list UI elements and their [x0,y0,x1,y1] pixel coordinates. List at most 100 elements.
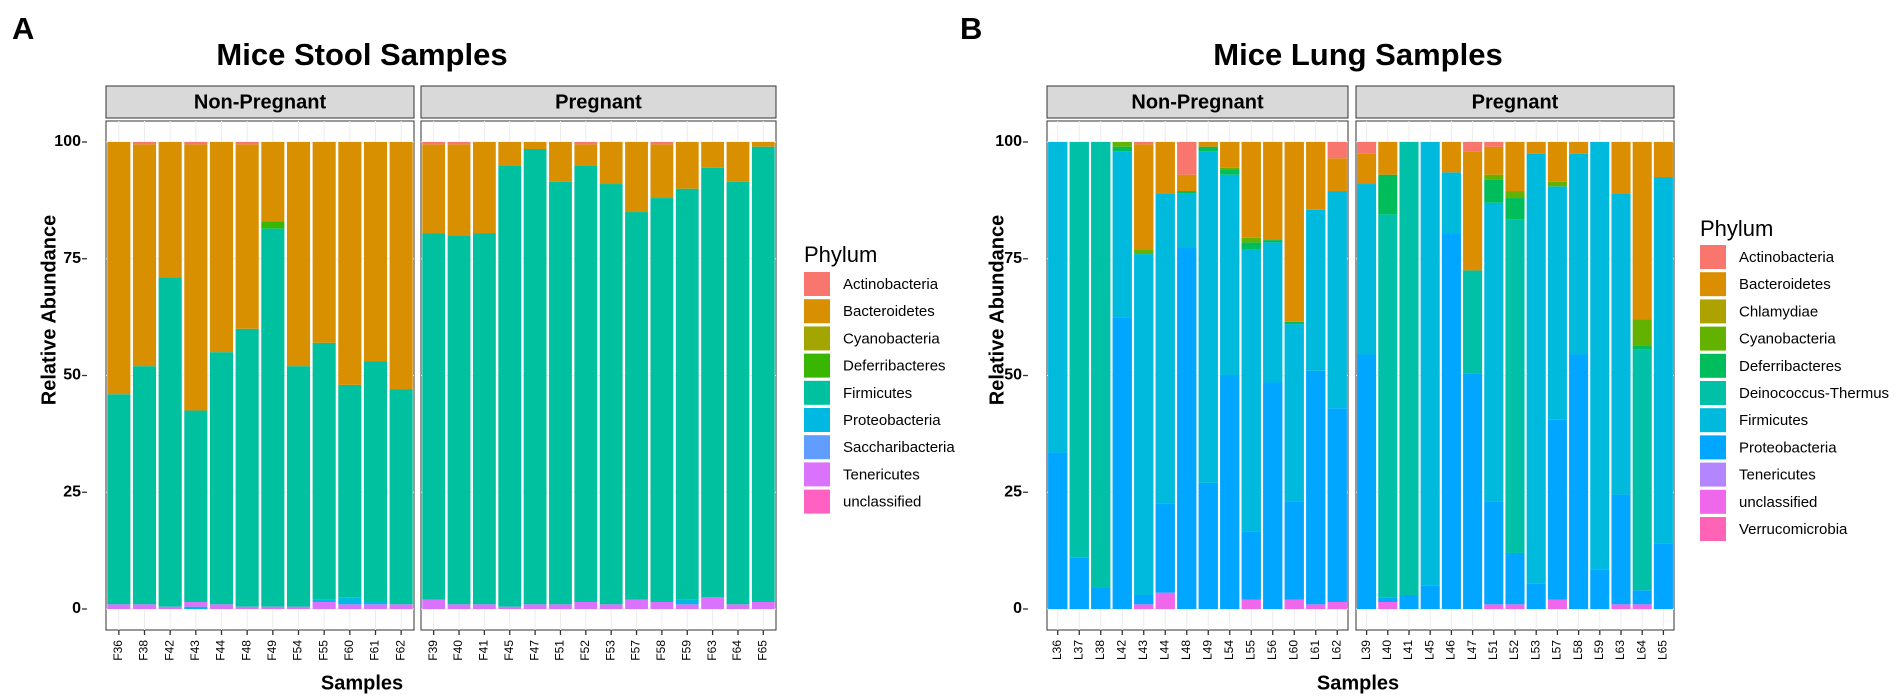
bar-segment-cyanobacteria [1505,191,1525,199]
bar-segment-tenericutes [472,604,496,609]
bar-segment-unclassified [1632,604,1652,609]
bar-l64 [1632,142,1652,609]
legend-swatch [1700,462,1726,487]
bar-f42 [158,142,182,609]
bar-segment-bacteroidetes [158,142,182,278]
bar-segment-firmicutes [1134,254,1154,595]
bar-segment-bacteroidetes [472,142,496,234]
x-tick-label: F59 [679,640,693,661]
legend-item-chlamydiae: Chlamydiae [1700,299,1818,324]
bar-segment-unclassified [1155,592,1175,609]
bar-segment-unclassified [1611,604,1631,609]
bar-l36 [1048,142,1068,609]
legend-swatch [804,489,830,514]
bar-segment-deferribacteres [1263,240,1283,243]
x-tick-label: F55 [316,640,330,661]
legend-item-bacteroidetes: Bacteroidetes [1700,272,1831,297]
bar-f52 [574,142,598,609]
x-tick-label: F38 [137,640,151,661]
bar-f55 [312,142,336,609]
bar-segment-proteobacteria [1263,382,1283,609]
x-tick-label: F53 [603,640,617,661]
bar-segment-proteobacteria [1241,531,1261,600]
bar-segment-unclassified [1378,601,1398,609]
bar-l54 [1220,142,1240,609]
bar-segment-firmicutes [1590,142,1610,570]
bar-segment-actinobacteria [1177,142,1197,175]
bar-l62 [1327,142,1347,609]
legend-item-proteobacteria: Proteobacteria [1700,435,1837,460]
y-tick-label: 75 [1004,250,1022,267]
legend-label: Firmicutes [1739,412,1808,429]
bar-l59 [1590,142,1610,609]
bar-segment-tenericutes [650,601,674,609]
x-tick-label: L54 [1222,640,1236,660]
bar-segment-firmicutes [132,366,157,605]
bar-segment-actinobacteria [1327,142,1347,159]
bar-segment-bacteroidetes [184,144,208,411]
legend-swatch [804,462,830,487]
bar-segment-proteobacteria [1048,452,1068,609]
facet-strip-label: Pregnant [1472,91,1559,113]
bar-segment-actinobacteria [184,142,208,145]
bar-segment-firmicutes [261,228,285,607]
bar-segment-unclassified [1241,599,1261,609]
bar-segment-firmicutes [107,394,131,605]
bar-segment-tenericutes [132,604,157,609]
bar-l63 [1611,142,1631,609]
bar-l46 [1441,142,1461,609]
x-tick-label: L38 [1093,640,1107,660]
bar-segment-tenericutes [498,606,522,609]
bar-segment-bacteroidetes [1306,142,1326,210]
bar-segment-bacteroidetes [363,142,388,362]
bar-segment-actinobacteria [132,142,157,145]
bar-l61 [1306,142,1326,609]
x-tick-label: L36 [1050,640,1064,660]
bar-f39 [422,142,446,609]
x-tick-label: F43 [188,640,202,661]
bar-segment-deferribacteres [261,221,285,229]
bar-segment-tenericutes [389,604,413,609]
bar-l56 [1263,142,1283,609]
bar-segment-firmicutes [1357,184,1377,355]
bar-segment-tenericutes [158,606,182,609]
y-tick-label: 100 [54,133,81,150]
y-tick-label: 100 [995,133,1022,150]
x-tick-label: L56 [1265,640,1279,660]
legend-label: Firmicutes [843,385,912,402]
bar-segment-deinococcus-thermus [1632,349,1652,591]
bar-segment-deinococcus-thermus [1378,214,1398,598]
bar-segment-deferribacteres [1241,242,1261,250]
bar-segment-deinococcus-thermus [1091,142,1111,588]
x-tick-label: L47 [1465,640,1479,660]
y-axis-label: Relative Abundance [38,215,60,405]
bar-segment-cyanobacteria [1220,167,1240,171]
bar-segment-proteobacteria [1547,419,1567,600]
bar-segment-tenericutes [726,604,750,609]
bar-segment-firmicutes [549,181,572,605]
bar-l45 [1420,142,1440,609]
bar-segment-actinobacteria [235,142,259,145]
bar-l39 [1357,142,1377,609]
bar-segment-deinococcus-thermus [1399,142,1419,595]
legend-item-deferribacteres: Deferribacteres [1700,353,1842,378]
legend-item-bacteroidetes: Bacteroidetes [804,299,935,324]
y-tick-label: 50 [1004,367,1022,384]
bar-segment-cyanobacteria [1484,174,1504,180]
legend-swatch [1700,435,1726,460]
bar-segment-proteobacteria [1632,590,1652,605]
bar-segment-firmicutes [447,235,471,605]
bar-f40 [447,142,471,609]
y-tick-label: 0 [72,600,81,617]
legend-item-firmicutes: Firmicutes [804,380,912,405]
x-tick-label: L52 [1507,640,1521,660]
bar-segment-firmicutes [312,342,336,600]
x-tick-label: F48 [239,640,253,661]
x-tick-label: L42 [1114,640,1128,660]
bar-segment-proteobacteria [1198,482,1218,609]
legend-label: Proteobacteria [843,412,941,429]
x-tick-label: L48 [1179,640,1193,660]
legend-label: Actinobacteria [1739,249,1835,266]
bar-segment-proteobacteria [363,601,388,605]
facet-non-pregnant: Non-Pregnant L36 L37 L38 L42 L43 L44 L48 L49 L54 L… [1046,85,1349,660]
